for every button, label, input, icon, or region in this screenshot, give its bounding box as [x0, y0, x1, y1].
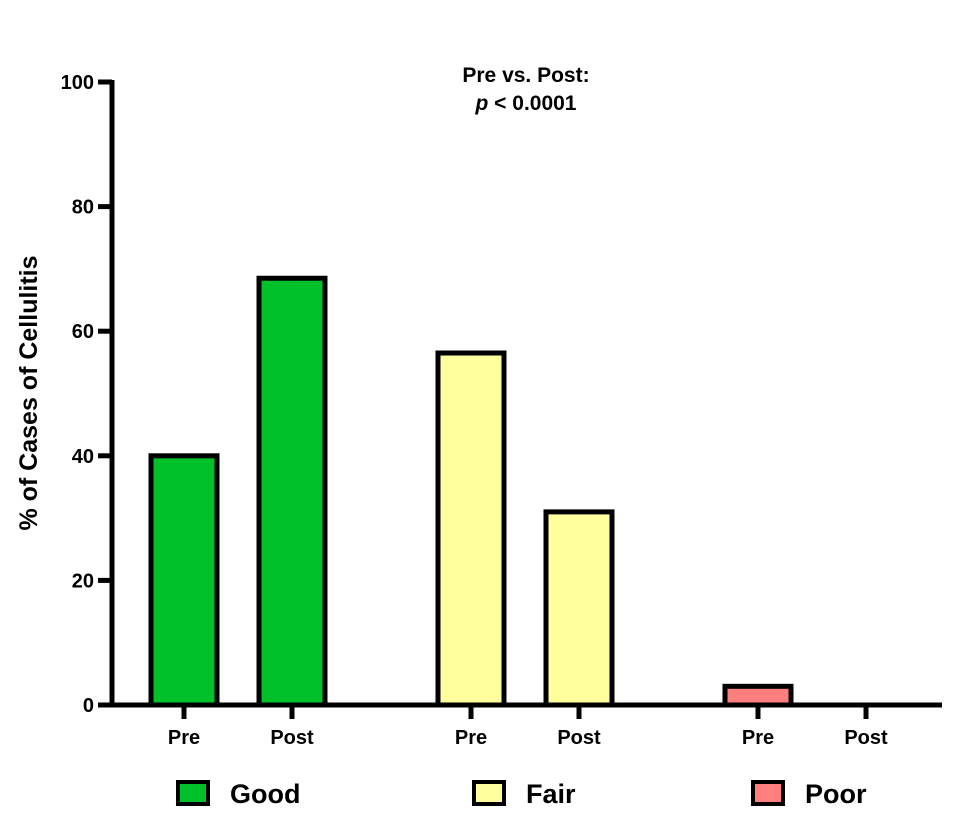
bar-poor-pre: [722, 683, 794, 708]
x-tick-label: Pre: [455, 727, 487, 749]
legend-swatch-fair: [472, 780, 506, 806]
y-tick-label: 40: [72, 446, 94, 468]
legend-label-good: Good: [230, 779, 300, 809]
bar-fair-post: [543, 509, 615, 708]
annotation-line1: Pre vs. Post:: [462, 64, 589, 87]
annotation-pvalue: p < 0.0001: [475, 92, 577, 115]
legend-swatch-poor: [751, 780, 785, 806]
bar-good-post: [256, 275, 328, 708]
y-axis-label: % of Cases of Cellulitis: [15, 255, 43, 530]
legend-label-fair: Fair: [526, 779, 576, 809]
y-tick-label: 20: [72, 570, 94, 592]
x-tick-label: Post: [557, 727, 601, 749]
y-tick-label: 100: [61, 72, 94, 94]
y-tick-label: 60: [72, 321, 94, 343]
x-tick-label: Pre: [168, 727, 200, 749]
y-tick-label: 80: [72, 197, 94, 219]
bar-fair-pre: [435, 350, 507, 708]
legend-label-poor: Poor: [805, 779, 867, 809]
legend-swatch-good: [176, 780, 210, 806]
x-tick-label: Pre: [742, 727, 774, 749]
bar-good-pre: [148, 453, 220, 708]
y-tick-label: 0: [83, 695, 94, 717]
x-tick-label: Post: [844, 727, 888, 749]
x-tick-label: Post: [270, 727, 314, 749]
